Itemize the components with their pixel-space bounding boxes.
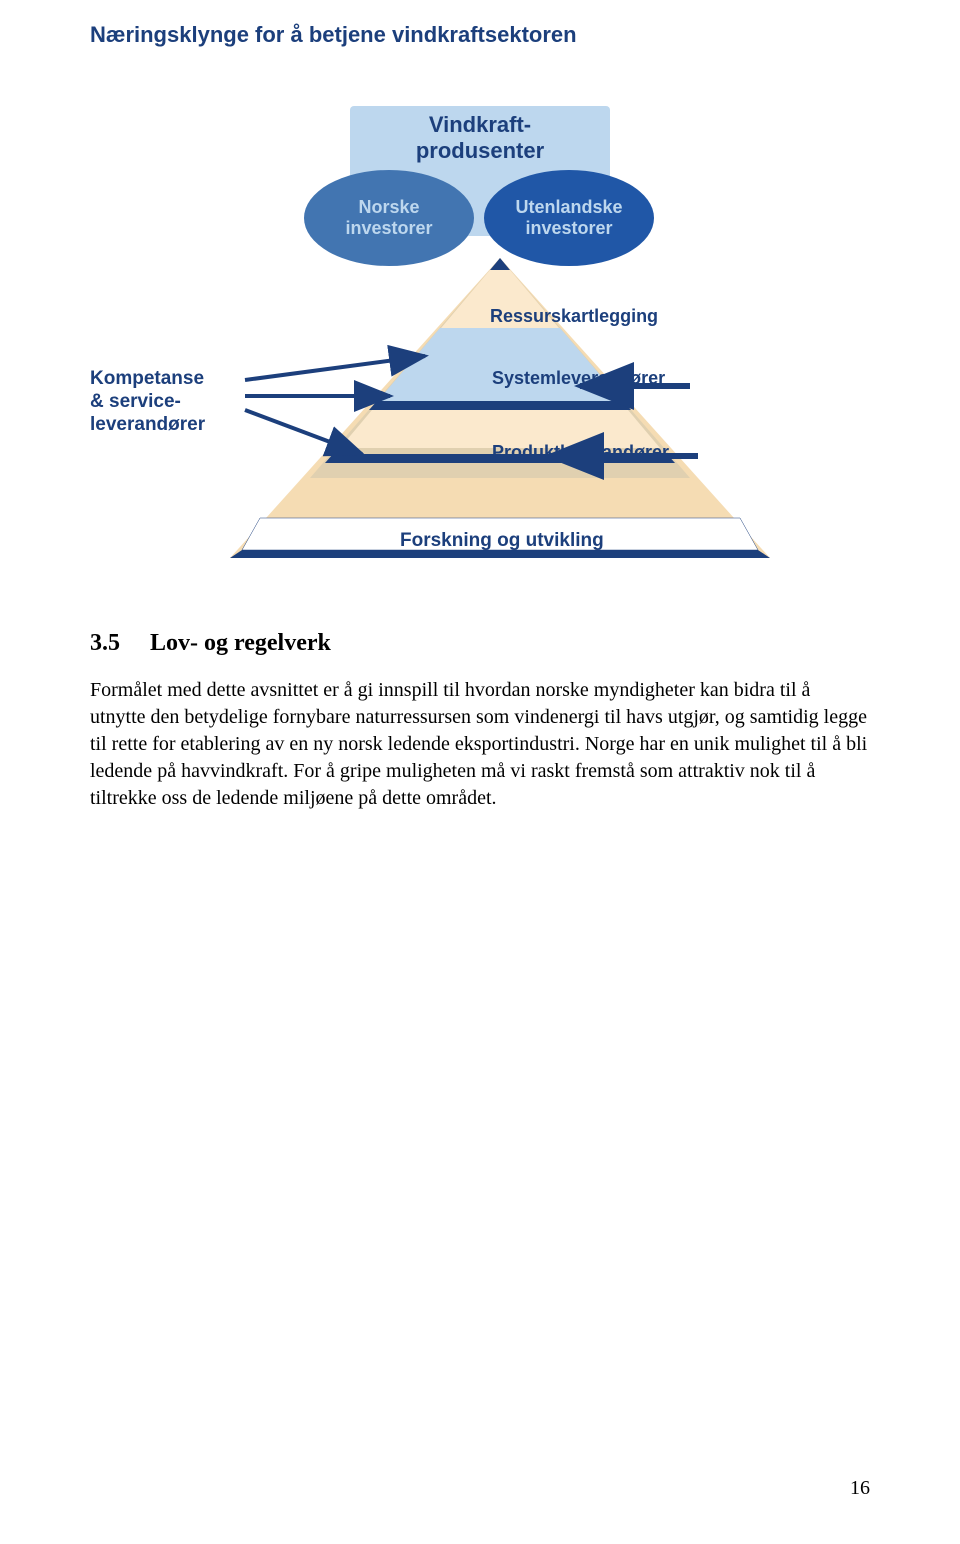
cluster-diagram: Vindkraft-produsenter Norskeinvestorer U… [90,78,870,598]
side-label-text: Kompetanse& service-leverandører [90,368,250,436]
section-number: 3.5 [90,630,120,656]
section-title: Lov- og regelverk [150,630,331,656]
page-number: 16 [850,1477,870,1500]
section-3-5: 3.5 Lov- og regelverk Formålet med dette… [90,630,870,812]
page-title: Næringsklynge for å betjene vindkraftsek… [90,22,870,48]
label-competence-service: Kompetanse& service-leverandører [90,368,250,436]
oval-foreign-label: Utenlandskeinvestorer [515,197,622,238]
section-heading: 3.5 Lov- og regelverk [90,630,870,657]
label-resource-mapping: Ressurskartlegging [490,306,658,327]
oval-domestic-investors: Norskeinvestorer [304,170,474,266]
section-body: Formålet med dette avsnittet er å gi inn… [90,677,870,812]
label-product-suppliers: Produktleverandører [492,442,669,463]
label-system-suppliers: Systemleverandører [492,368,665,389]
oval-domestic-label: Norskeinvestorer [345,197,432,238]
label-r-and-d: Forskning og utvikling [400,530,604,552]
producers-label: Vindkraft-produsenter [416,112,544,163]
oval-foreign-investors: Utenlandskeinvestorer [484,170,654,266]
